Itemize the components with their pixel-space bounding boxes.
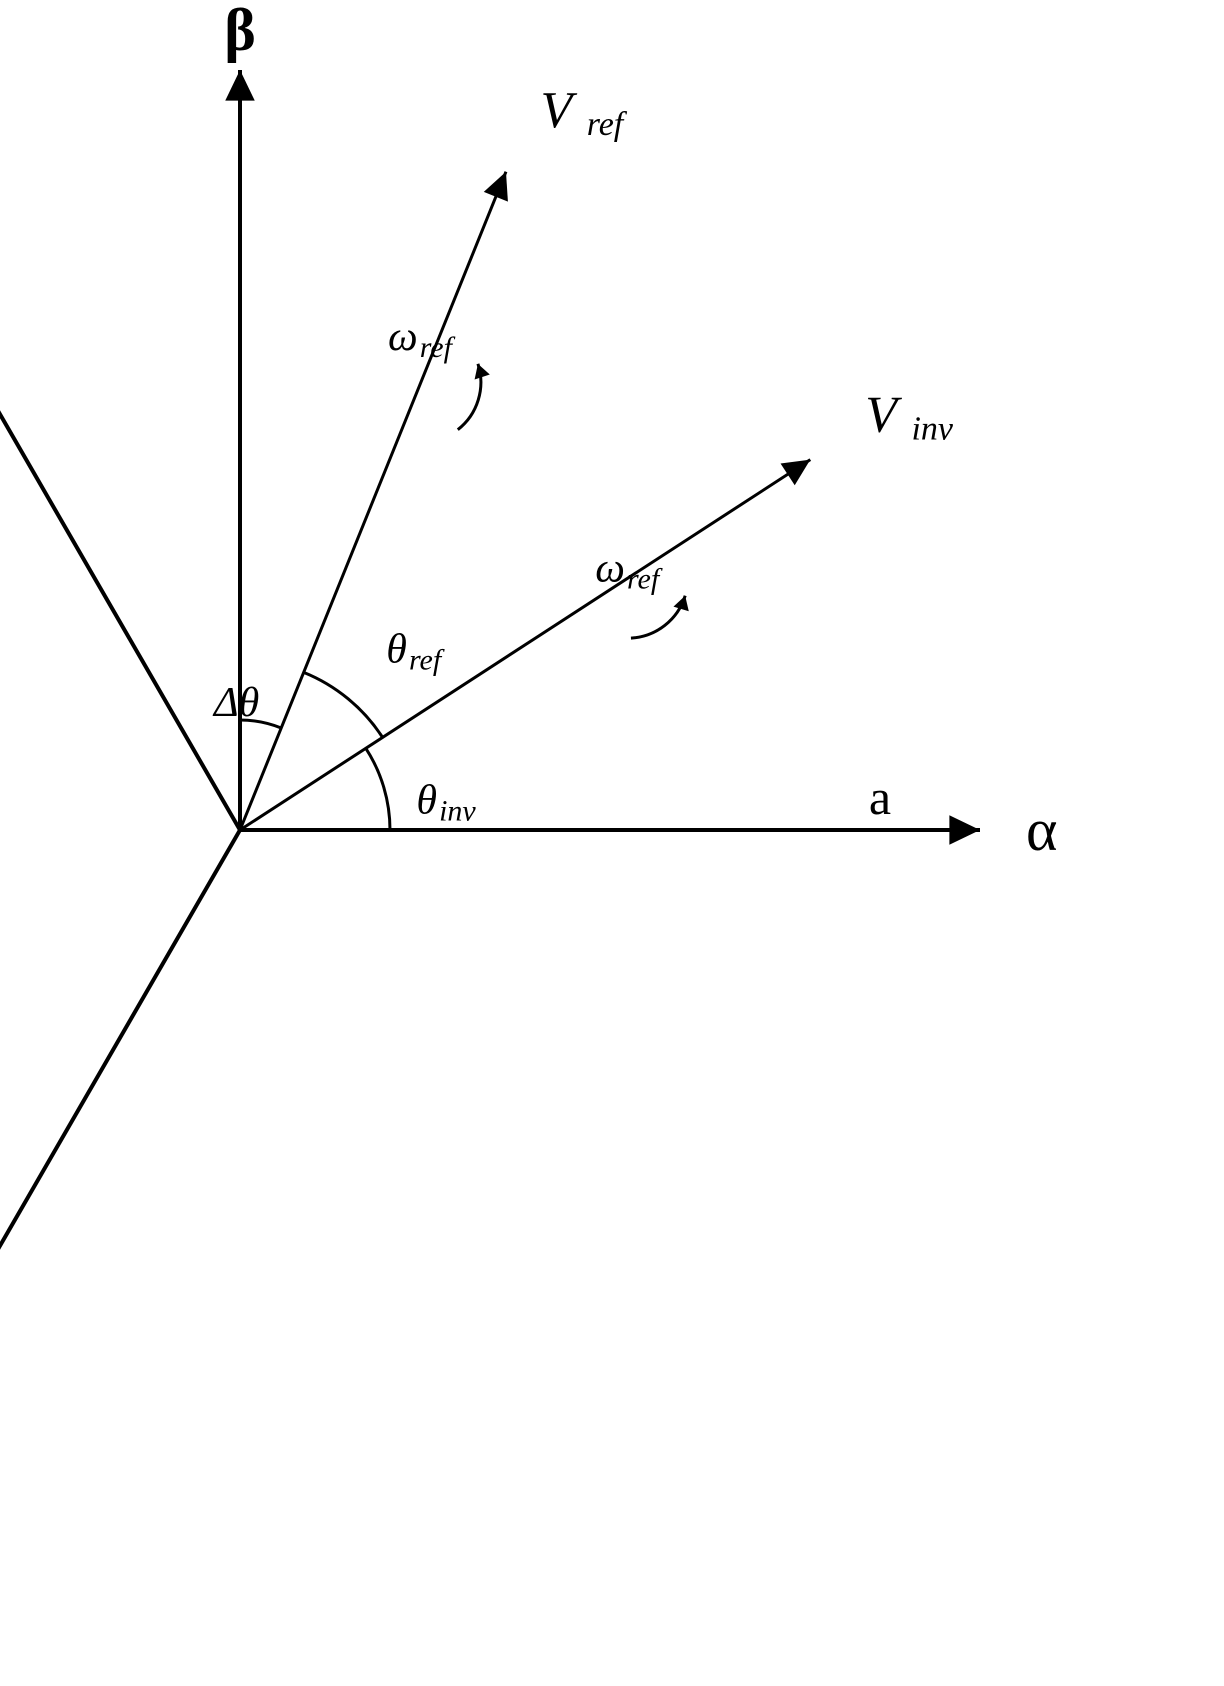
axis-seclabel-alpha: a [869,769,891,825]
axis-label-alpha: α [1026,797,1057,863]
axis-label-beta: β [224,0,256,63]
angle-label-delta_theta: Δθ [212,680,259,726]
vector-diagram: αaβbcV refV invωrefωrefθinvθrefΔθ [0,0,1224,1686]
